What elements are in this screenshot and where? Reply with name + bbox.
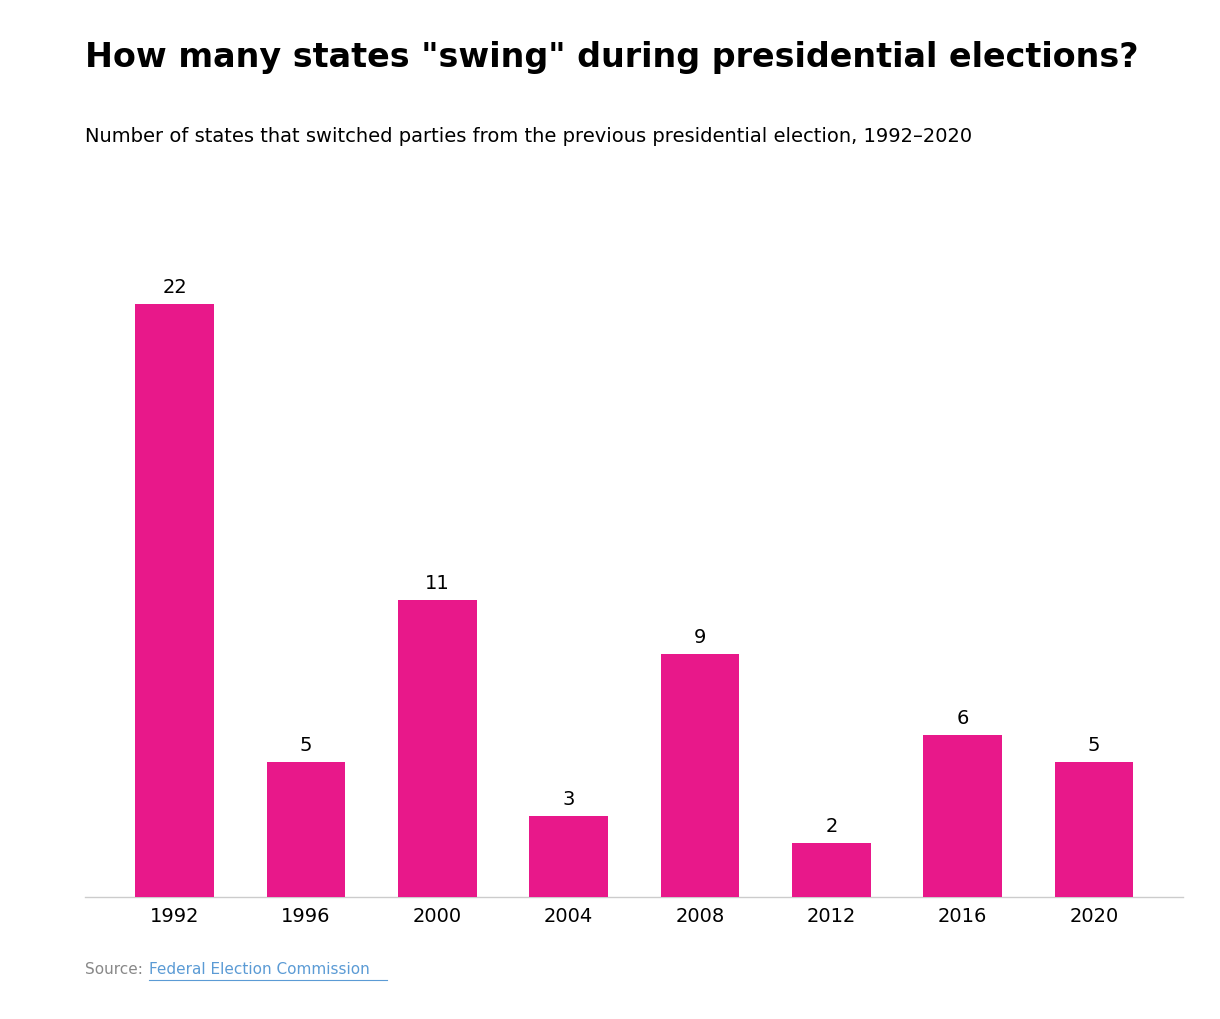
- Bar: [661, 654, 739, 897]
- Text: 9: 9: [694, 628, 706, 646]
- Text: 5: 5: [1088, 735, 1100, 754]
- Text: Federal Election Commission: Federal Election Commission: [149, 961, 370, 976]
- Text: 2: 2: [825, 816, 838, 835]
- Text: 5: 5: [300, 735, 312, 754]
- Text: Source:: Source:: [85, 961, 148, 976]
- Bar: [792, 843, 871, 897]
- Text: 11: 11: [425, 574, 450, 593]
- Bar: [529, 816, 608, 897]
- Bar: [924, 736, 1002, 897]
- Text: How many states "swing" during presidential elections?: How many states "swing" during president…: [85, 41, 1139, 73]
- Bar: [398, 601, 477, 897]
- Text: 3: 3: [562, 789, 575, 808]
- Bar: [1054, 762, 1133, 897]
- Text: 22: 22: [162, 278, 187, 297]
- Text: 6: 6: [956, 708, 969, 728]
- Bar: [135, 305, 215, 897]
- Text: Number of states that switched parties from the previous presidential election, : Number of states that switched parties f…: [85, 127, 972, 147]
- Bar: [267, 762, 345, 897]
